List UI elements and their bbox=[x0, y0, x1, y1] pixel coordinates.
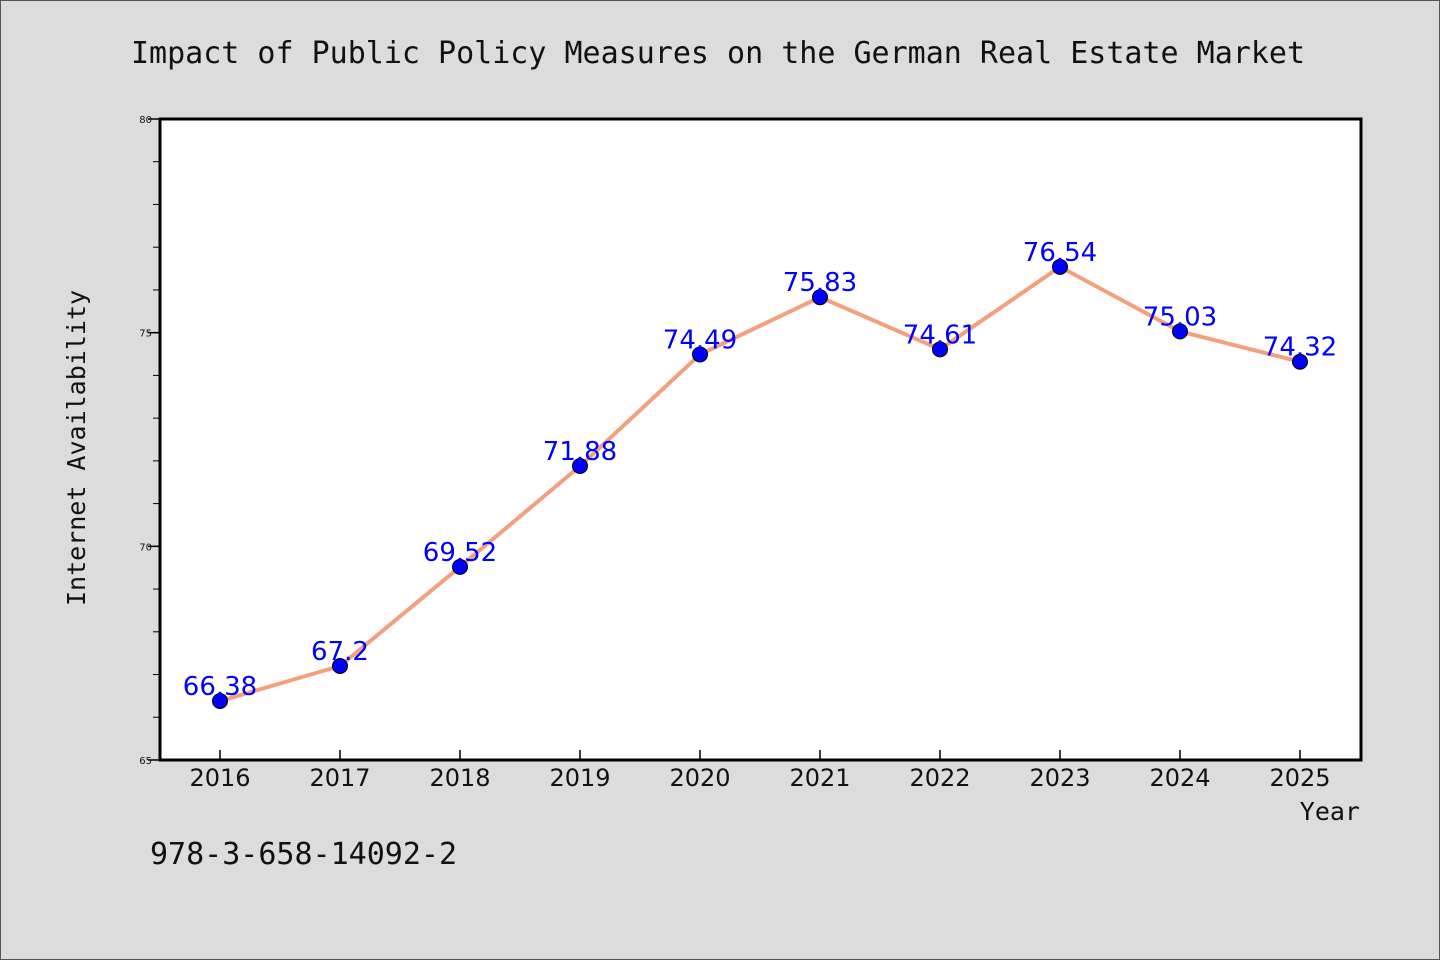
x-tick-label: 2022 bbox=[909, 764, 970, 792]
data-label: 67.2 bbox=[311, 637, 369, 667]
data-point bbox=[452, 558, 468, 575]
isbn-text: 978-3-658-14092-2 bbox=[150, 837, 457, 872]
y-axis-ticks: 65 70 75 80 bbox=[139, 115, 160, 767]
data-point bbox=[572, 457, 588, 474]
x-tick-label: 2023 bbox=[1029, 764, 1090, 792]
x-tick-label: 2017 bbox=[309, 764, 370, 792]
x-tick-label: 2018 bbox=[429, 764, 490, 792]
data-label: 75.03 bbox=[1143, 302, 1217, 332]
data-point bbox=[692, 346, 708, 363]
data-labels: 66.38 67.2 69.52 71.88 74.49 75.83 74.61 76.54 7… bbox=[183, 238, 1337, 702]
data-label: 76.54 bbox=[1023, 238, 1097, 268]
data-label: 75.83 bbox=[783, 268, 857, 298]
y-tick-label: 70 bbox=[139, 542, 152, 553]
data-label: 66.38 bbox=[183, 672, 257, 702]
x-tick-label: 2025 bbox=[1269, 764, 1330, 792]
series-line bbox=[219, 264, 1301, 703]
data-point bbox=[812, 289, 828, 306]
data-label: 71.88 bbox=[543, 437, 617, 467]
x-axis-label: Year bbox=[1300, 797, 1360, 826]
x-tick-label: 2024 bbox=[1149, 764, 1210, 792]
data-point bbox=[1292, 353, 1308, 370]
data-point bbox=[932, 341, 948, 358]
data-point bbox=[212, 693, 228, 710]
x-tick-label: 2020 bbox=[669, 764, 730, 792]
data-point bbox=[332, 657, 348, 674]
data-label: 74.32 bbox=[1263, 333, 1337, 363]
chart-title: Impact of Public Policy Measures on the … bbox=[131, 36, 1305, 71]
data-label: 69.52 bbox=[423, 538, 497, 568]
data-label: 74.61 bbox=[903, 320, 977, 350]
data-point bbox=[1172, 323, 1188, 340]
x-tick-label: 2019 bbox=[549, 764, 610, 792]
x-tick-label: 2021 bbox=[789, 764, 850, 792]
plot-area bbox=[158, 117, 1363, 762]
x-axis-ticks: 2016 2017 2018 2019 2020 2021 2022 2023 2024 2025 bbox=[189, 750, 1331, 792]
x-tick-label: 2016 bbox=[189, 764, 250, 792]
data-point bbox=[1052, 258, 1068, 275]
y-tick-label: 65 bbox=[139, 756, 152, 767]
series-markers bbox=[212, 258, 1308, 710]
y-axis-label: Internet Availability bbox=[62, 290, 91, 606]
data-label: 74.49 bbox=[663, 325, 737, 355]
y-tick-label: 80 bbox=[139, 115, 152, 126]
y-tick-label: 75 bbox=[139, 329, 152, 340]
